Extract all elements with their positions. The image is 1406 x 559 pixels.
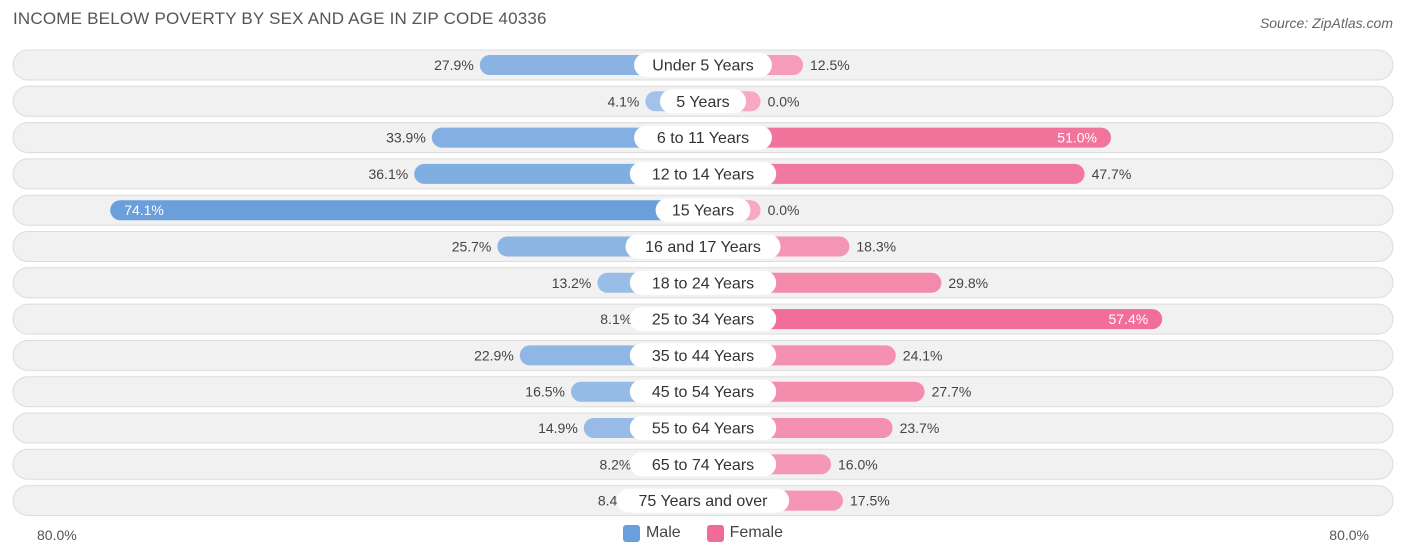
legend-label-male: Male bbox=[645, 524, 681, 541]
category-pill bbox=[625, 234, 781, 259]
category-pill bbox=[629, 161, 777, 186]
category-label: 16 and 17 Years bbox=[645, 239, 761, 256]
legend: Male Female bbox=[0, 524, 1406, 542]
legend-swatch-female bbox=[706, 524, 724, 542]
female-value-label: 27.7% bbox=[932, 384, 972, 400]
category-pill bbox=[659, 89, 747, 114]
male-bar bbox=[110, 200, 703, 221]
legend-item-female[interactable]: Female bbox=[706, 524, 784, 542]
female-value-label: 51.0% bbox=[1057, 130, 1097, 146]
legend-label-female: Female bbox=[729, 524, 784, 541]
female-bar bbox=[703, 163, 1085, 184]
legend-swatch-male bbox=[622, 524, 640, 542]
male-value-label: 27.9% bbox=[434, 57, 474, 73]
axis-left-label: 80.0% bbox=[37, 527, 77, 543]
category-pill bbox=[629, 416, 777, 440]
chart-source: Source: ZipAtlas.com bbox=[1259, 15, 1393, 31]
category-pill bbox=[629, 307, 777, 332]
category-label: 15 Years bbox=[672, 203, 734, 220]
male-value-label: 33.9% bbox=[386, 130, 426, 146]
legend-item-male[interactable]: Male bbox=[622, 524, 681, 542]
category-label: 5 Years bbox=[676, 94, 729, 111]
category-pill bbox=[629, 452, 777, 477]
category-pill bbox=[655, 198, 751, 223]
category-label: Under 5 Years bbox=[652, 58, 753, 75]
category-label: 18 to 24 Years bbox=[652, 275, 754, 292]
male-value-label: 4.1% bbox=[607, 93, 639, 109]
female-value-label: 29.8% bbox=[948, 275, 988, 291]
female-value-label: 18.3% bbox=[856, 239, 896, 255]
category-pill bbox=[616, 488, 790, 513]
male-value-label: 13.2% bbox=[552, 275, 592, 291]
category-label: 55 to 64 Years bbox=[652, 421, 754, 438]
category-label: 6 to 11 Years bbox=[657, 130, 749, 147]
category-label: 35 to 44 Years bbox=[652, 348, 754, 365]
male-value-label: 74.1% bbox=[124, 202, 164, 218]
female-bar bbox=[703, 309, 1163, 330]
category-label: 25 to 34 Years bbox=[652, 312, 754, 329]
category-pill bbox=[629, 379, 777, 404]
female-value-label: 0.0% bbox=[768, 202, 800, 218]
male-value-label: 8.2% bbox=[599, 456, 631, 472]
female-value-label: 0.0% bbox=[768, 93, 800, 109]
category-label: 45 to 54 Years bbox=[652, 384, 754, 401]
category-label: 12 to 14 Years bbox=[652, 166, 754, 183]
female-value-label: 16.0% bbox=[838, 456, 878, 472]
category-label: 65 to 74 Years bbox=[652, 457, 754, 474]
category-pill bbox=[629, 270, 777, 295]
category-pill bbox=[634, 125, 772, 150]
category-pill bbox=[634, 53, 772, 77]
female-value-label: 57.4% bbox=[1108, 311, 1148, 327]
male-value-label: 36.1% bbox=[368, 166, 408, 182]
female-value-label: 23.7% bbox=[900, 420, 940, 436]
male-value-label: 16.5% bbox=[525, 384, 565, 400]
male-value-label: 8.1% bbox=[600, 311, 632, 327]
male-value-label: 22.9% bbox=[474, 347, 514, 363]
category-pill bbox=[629, 343, 777, 368]
female-value-label: 47.7% bbox=[1092, 166, 1132, 182]
female-value-label: 12.5% bbox=[810, 57, 850, 73]
female-value-label: 24.1% bbox=[903, 347, 943, 363]
female-bar bbox=[703, 127, 1111, 148]
male-bar bbox=[414, 163, 703, 184]
male-value-label: 25.7% bbox=[452, 239, 492, 255]
female-value-label: 17.5% bbox=[850, 493, 890, 509]
axis-right-label: 80.0% bbox=[1329, 527, 1369, 543]
category-label: 75 Years and over bbox=[639, 493, 769, 510]
male-value-label: 14.9% bbox=[538, 420, 578, 436]
chart-title: INCOME BELOW POVERTY BY SEX AND AGE IN Z… bbox=[13, 9, 547, 28]
